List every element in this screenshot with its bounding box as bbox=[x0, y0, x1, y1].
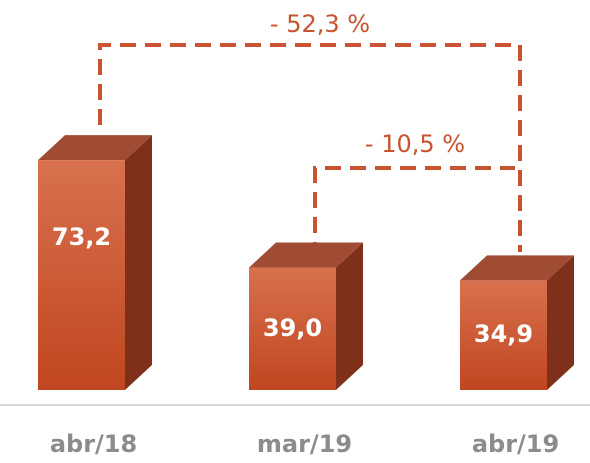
data-label: 34,9 bbox=[474, 320, 533, 348]
bar bbox=[38, 160, 125, 390]
annotation: - 52,3 % bbox=[270, 10, 370, 38]
bar-side bbox=[125, 135, 152, 390]
data-label: 73,2 bbox=[52, 223, 111, 251]
bar bbox=[249, 267, 336, 390]
x-tick-label: abr/18 bbox=[50, 430, 137, 458]
x-tick-label: mar/19 bbox=[257, 430, 352, 458]
annotation: - 10,5 % bbox=[365, 130, 465, 158]
bar-side bbox=[336, 242, 363, 390]
data-label: 39,0 bbox=[263, 314, 322, 342]
x-tick-label: abr/19 bbox=[472, 430, 559, 458]
connectors bbox=[98, 43, 522, 258]
connector-long bbox=[98, 43, 522, 252]
bar-top bbox=[38, 135, 152, 161]
bar-top bbox=[460, 255, 574, 281]
connector-short bbox=[313, 166, 515, 258]
bar-top bbox=[249, 242, 363, 268]
bar bbox=[460, 280, 547, 390]
bar-side bbox=[547, 255, 574, 390]
